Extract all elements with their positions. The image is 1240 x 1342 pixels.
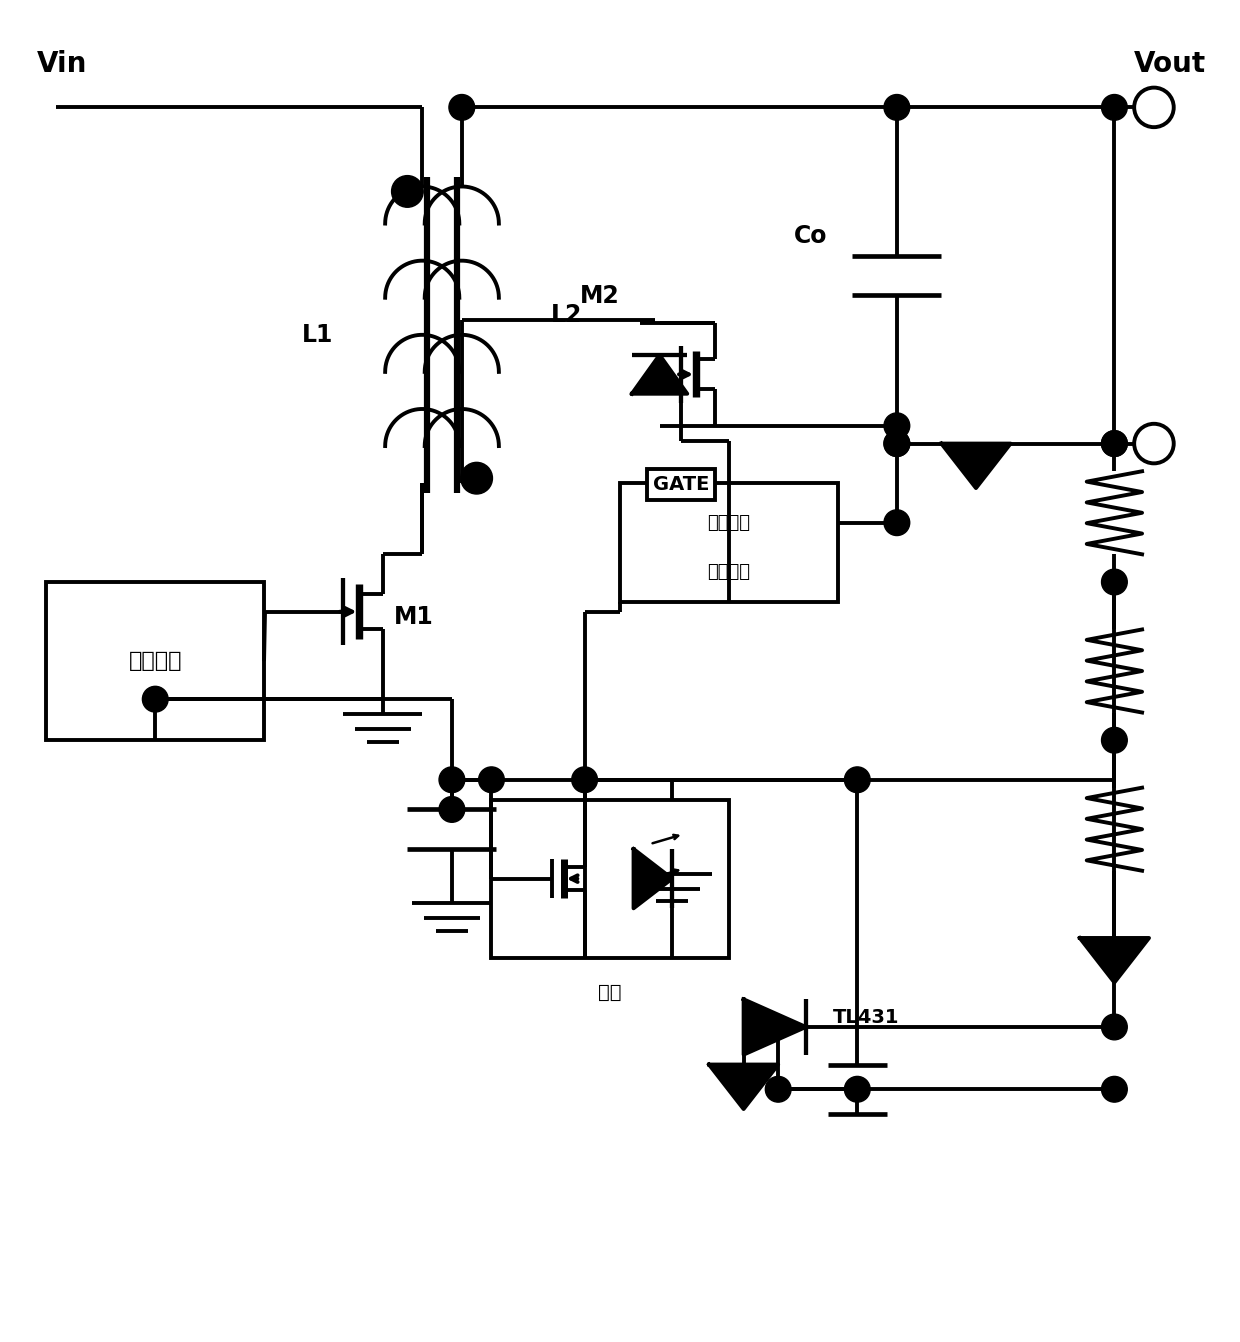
Polygon shape <box>744 1000 806 1055</box>
Circle shape <box>1101 569 1127 595</box>
Circle shape <box>884 431 910 456</box>
Circle shape <box>572 766 598 793</box>
Bar <box>46 582 264 741</box>
Text: 同步整流: 同步整流 <box>707 514 750 531</box>
Polygon shape <box>634 849 672 909</box>
Text: GATE: GATE <box>653 475 709 494</box>
Text: M2: M2 <box>580 285 620 309</box>
Bar <box>620 483 837 601</box>
Bar <box>491 800 729 958</box>
Circle shape <box>1101 727 1127 753</box>
Circle shape <box>439 797 465 823</box>
Circle shape <box>1101 431 1127 456</box>
Circle shape <box>143 686 169 713</box>
Circle shape <box>884 510 910 535</box>
Circle shape <box>844 766 870 793</box>
Polygon shape <box>709 1064 779 1108</box>
Circle shape <box>765 1076 791 1102</box>
Text: TL431: TL431 <box>832 1008 899 1027</box>
Circle shape <box>1101 94 1127 121</box>
Text: Vin: Vin <box>37 50 87 78</box>
Circle shape <box>884 413 910 439</box>
Polygon shape <box>941 444 1011 488</box>
Text: 控制电路: 控制电路 <box>707 564 750 581</box>
Circle shape <box>844 1076 870 1102</box>
Circle shape <box>1101 1076 1127 1102</box>
Circle shape <box>884 94 910 121</box>
Polygon shape <box>632 356 687 393</box>
Text: M1: M1 <box>394 605 434 628</box>
Text: 控制电路: 控制电路 <box>129 651 182 671</box>
Text: 光耦: 光耦 <box>599 982 622 1001</box>
Circle shape <box>1101 1015 1127 1040</box>
Circle shape <box>439 766 465 793</box>
Circle shape <box>392 176 423 207</box>
Circle shape <box>449 94 475 121</box>
Circle shape <box>461 463 492 494</box>
Text: L1: L1 <box>301 323 334 346</box>
Polygon shape <box>1080 938 1149 982</box>
Circle shape <box>479 766 505 793</box>
Circle shape <box>884 431 910 456</box>
Circle shape <box>1101 431 1127 456</box>
Text: Vout: Vout <box>1135 50 1207 78</box>
Text: L2: L2 <box>551 303 582 327</box>
Text: Co: Co <box>794 224 827 248</box>
